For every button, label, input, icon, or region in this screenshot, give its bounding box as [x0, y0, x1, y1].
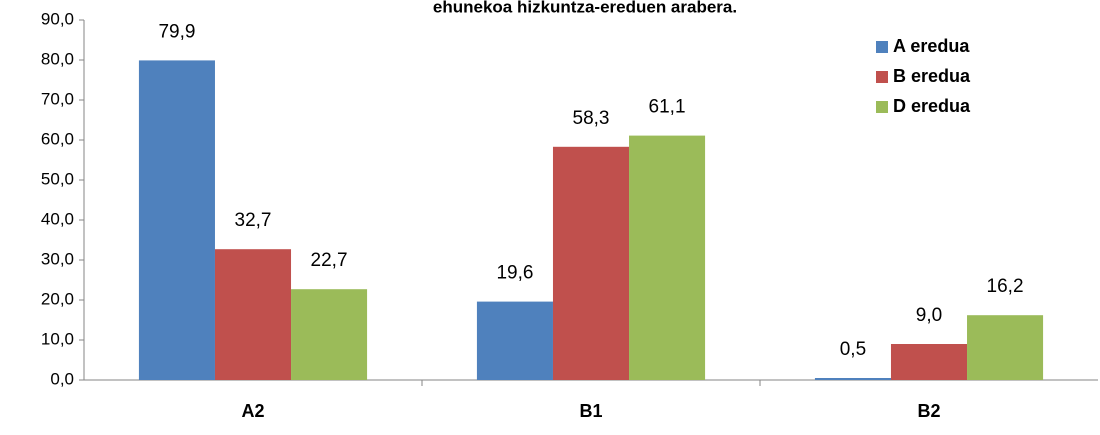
y-tick-label: 80,0	[41, 49, 74, 68]
value-label: 61,1	[649, 97, 686, 118]
legend-label: B eredua	[893, 66, 971, 86]
legend-swatch	[876, 41, 888, 53]
x-tick-label: B2	[917, 401, 940, 421]
legend-swatch	[876, 101, 888, 113]
value-label: 0,5	[840, 339, 866, 360]
bar	[138, 60, 215, 381]
bar	[214, 249, 292, 380]
legend-swatch	[876, 71, 888, 83]
y-tick-label: 30,0	[41, 249, 74, 268]
x-tick-label: B1	[579, 401, 602, 421]
bar	[814, 378, 891, 380]
value-label: 22,7	[311, 250, 348, 271]
y-tick-label: 70,0	[41, 89, 74, 108]
legend-label: D eredua	[893, 96, 971, 116]
y-tick-label: 90,0	[41, 9, 74, 28]
value-label: 19,6	[496, 263, 533, 284]
y-tick-label: 0,0	[50, 369, 74, 388]
y-tick-label: 50,0	[41, 169, 74, 188]
value-label: 16,2	[987, 276, 1024, 297]
y-tick-label: 60,0	[41, 129, 74, 148]
bar	[967, 315, 1044, 380]
value-label: 58,3	[573, 108, 610, 129]
bar	[476, 301, 553, 380]
x-tick-label: A2	[241, 401, 264, 421]
y-tick-label: 10,0	[41, 329, 74, 348]
y-tick-label: 40,0	[41, 209, 74, 228]
bar	[552, 146, 630, 380]
value-label: 9,0	[916, 305, 942, 326]
bar	[890, 344, 968, 380]
value-label: 32,7	[235, 210, 272, 231]
chart-title: ehunekoa hizkuntza-ereduen arabera.	[433, 0, 737, 16]
y-tick-label: 20,0	[41, 289, 74, 308]
bar	[291, 289, 368, 380]
value-label: 79,9	[158, 21, 195, 42]
bar	[629, 135, 706, 380]
legend-label: A eredua	[893, 36, 970, 56]
